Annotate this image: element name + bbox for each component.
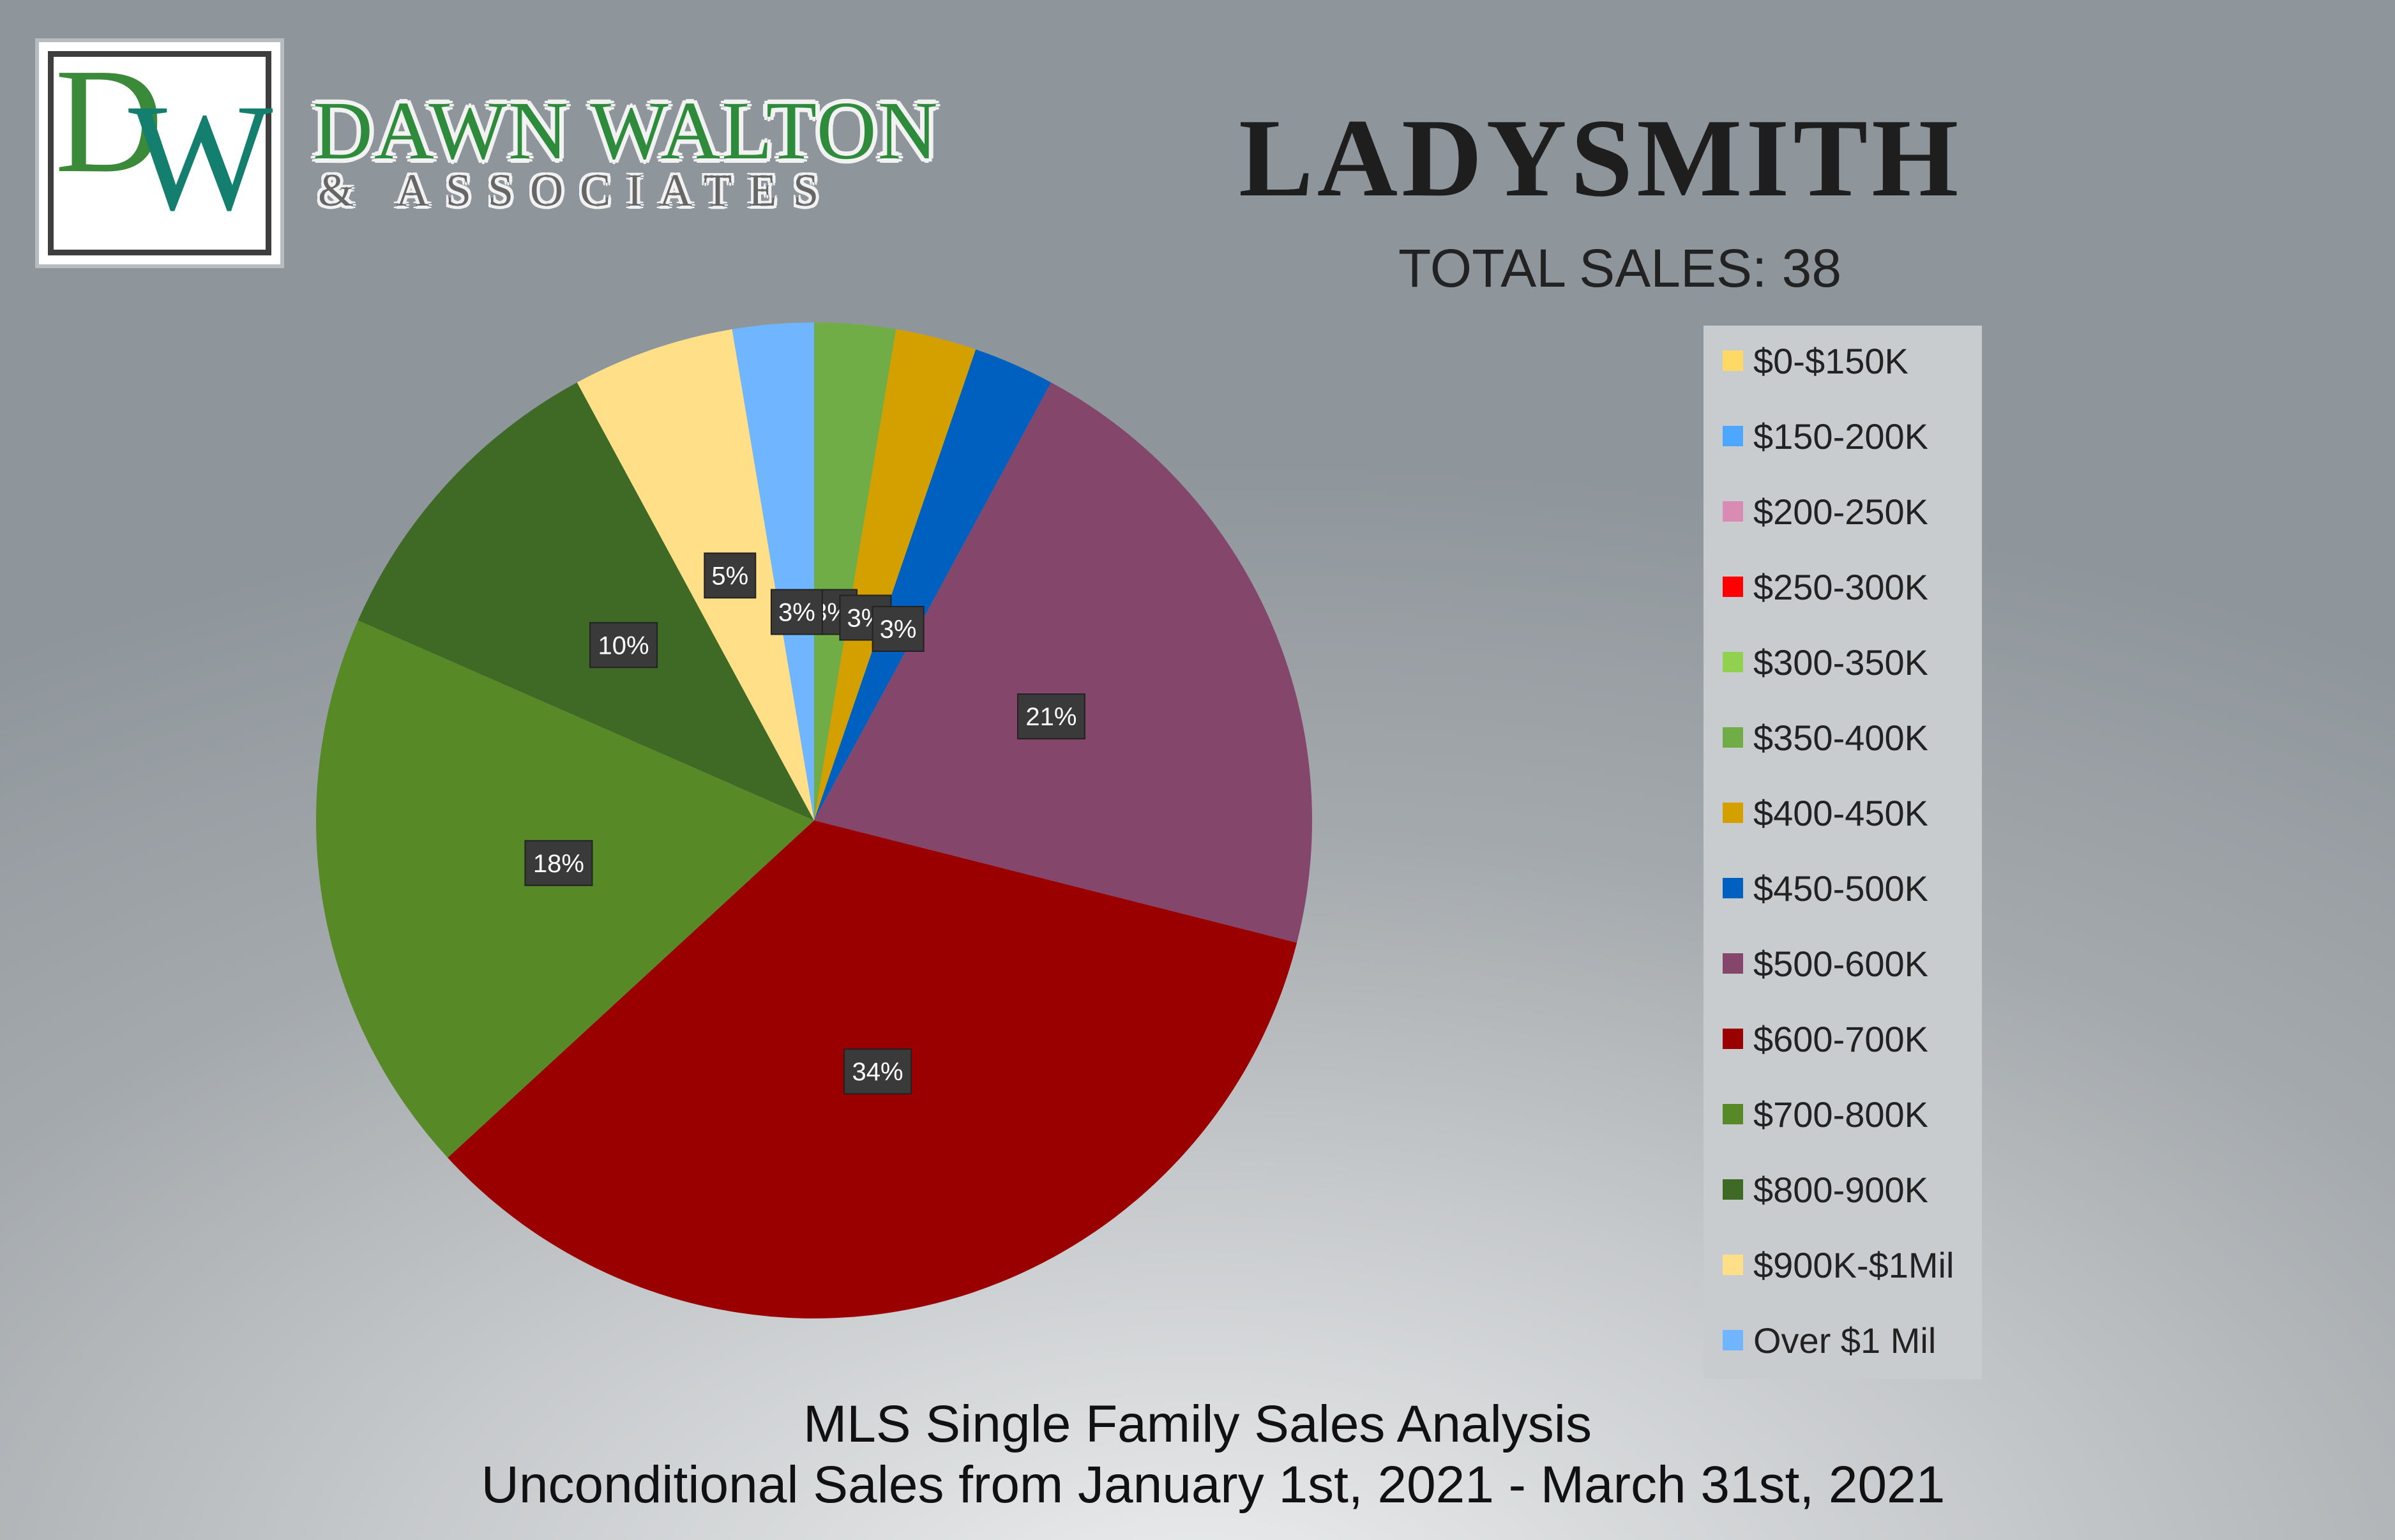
legend-item-400-450k: $400-450K (1723, 790, 1928, 835)
svg-text:18%: 18% (533, 850, 584, 878)
legend-label: $700-800K (1753, 1094, 1929, 1135)
brand-subtitle: & ASSOCIATES (318, 165, 836, 216)
legend-label: $250-300K (1753, 566, 1929, 607)
slice-350-400k (814, 322, 896, 820)
legend-label: $300-350K (1753, 642, 1929, 683)
svg-text:21%: 21% (1025, 703, 1077, 731)
legend-label: $150-200K (1753, 416, 1929, 457)
logo-letter-d: D (55, 38, 163, 204)
legend-label: $500-600K (1753, 943, 1929, 984)
legend-item-200-250k: $200-250K (1723, 489, 1928, 534)
legend-item-300-350k: $300-350K (1723, 640, 1928, 684)
legend-swatch (1723, 652, 1743, 672)
logo: D W (35, 38, 284, 268)
legend-item-150-200k: $150-200K (1723, 414, 1928, 458)
legend-swatch (1723, 727, 1743, 748)
legend-item-700-800k: $700-800K (1723, 1092, 1928, 1136)
logo-frame (48, 51, 271, 255)
footer-date-range: Unconditional Sales from January 1st, 20… (481, 1456, 1945, 1514)
legend-item-350-400k: $350-400K (1723, 715, 1928, 760)
slice-700-800k (315, 620, 814, 1158)
slice-label-900k-1mil: 5% (704, 552, 757, 599)
legend-swatch (1723, 1330, 1743, 1350)
page-title: LADYSMITH (1239, 96, 1963, 220)
legend-item-250-300k: $250-300K (1723, 564, 1928, 609)
slice-label-over-1-mil: 3% (770, 589, 823, 635)
svg-text:3%: 3% (880, 615, 917, 644)
legend-label: $200-250K (1753, 491, 1929, 532)
legend-label: $800-900K (1753, 1169, 1929, 1210)
legend-label: $0-$150K (1753, 340, 1908, 381)
legend-swatch (1723, 577, 1743, 597)
slice-500-600k (814, 382, 1312, 943)
legend-item-0-150k: $0-$150K (1723, 338, 1908, 383)
logo-letter-w: W (128, 72, 273, 242)
slice-label-450-500k: 3% (872, 605, 925, 652)
legend-label: $450-500K (1753, 868, 1929, 909)
svg-text:3%: 3% (778, 599, 815, 627)
slice-label-700-800k: 18% (524, 840, 593, 886)
legend-label: $600-700K (1753, 1018, 1929, 1059)
brand-name: DAWN WALTON (313, 85, 939, 177)
legend-swatch (1723, 426, 1743, 446)
slice-over-1-mil (732, 322, 814, 820)
legend-item-450-500k: $450-500K (1723, 866, 1928, 910)
footer-title: MLS Single Family Sales Analysis (803, 1395, 1592, 1453)
legend-label: $350-400K (1753, 717, 1929, 758)
slice-label-600-700k: 34% (843, 1048, 912, 1095)
legend-swatch (1723, 878, 1743, 898)
slice-label-500-600k: 21% (1016, 693, 1085, 740)
legend-label: $900K-$1Mil (1753, 1244, 1954, 1285)
svg-text:34%: 34% (852, 1058, 903, 1086)
legend-label: $400-450K (1753, 792, 1929, 833)
legend-item-600-700k: $600-700K (1723, 1016, 1928, 1061)
legend-label: Over $1 Mil (1753, 1320, 1937, 1361)
legend-swatch (1723, 1179, 1743, 1200)
svg-text:5%: 5% (711, 562, 748, 590)
legend-swatch (1723, 803, 1743, 823)
svg-text:10%: 10% (598, 631, 649, 660)
legend-item-800-900k: $800-900K (1723, 1167, 1928, 1212)
slice-450-500k (814, 349, 1052, 820)
slice-400-450k (814, 329, 976, 820)
legend-item-900k-1mil: $900K-$1Mil (1723, 1242, 1954, 1287)
legend-swatch (1723, 351, 1743, 371)
slice-900k-1mil (577, 329, 814, 820)
total-sales: TOTAL SALES: 38 (1398, 238, 1842, 298)
legend-swatch (1723, 1255, 1743, 1275)
chart-legend: $0-$150K $150-200K $200-250K $250-300K $300-… (1704, 326, 1982, 1379)
slice-800-900k (358, 382, 814, 820)
legend-swatch (1723, 953, 1743, 974)
legend-item-500-600k: $500-600K (1723, 941, 1928, 986)
legend-item-over-1-mil: Over $1 Mil (1723, 1318, 1936, 1363)
legend-swatch (1723, 501, 1743, 522)
slice-label-800-900k: 10% (589, 622, 658, 668)
legend-swatch (1723, 1029, 1743, 1049)
legend-swatch (1723, 1104, 1743, 1124)
pie-chart: 3%3%3%21%34%18%10%5%3% (315, 322, 1312, 1319)
